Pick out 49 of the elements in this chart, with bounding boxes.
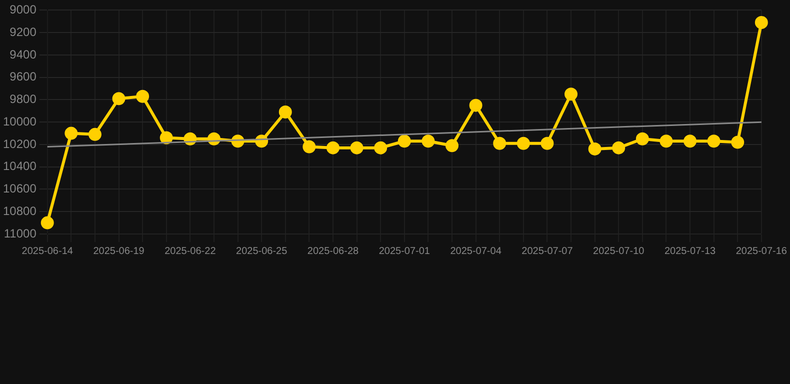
point — [564, 88, 578, 101]
point — [540, 136, 554, 150]
y-tick-label: 9400 — [10, 47, 37, 62]
point — [731, 136, 744, 149]
point — [707, 134, 720, 148]
point — [684, 134, 697, 148]
point — [469, 98, 482, 112]
y-tick-label: 9000 — [10, 2, 37, 17]
y-tick-label: 11000 — [4, 226, 37, 240]
y-tick-label: 9600 — [10, 70, 37, 84]
point — [302, 140, 316, 154]
x-tick-label: 2025-07-10 — [593, 246, 645, 257]
y-tick-label: 9200 — [10, 24, 37, 39]
point — [88, 128, 102, 141]
point — [612, 141, 626, 154]
point — [64, 126, 78, 140]
x-tick-label: 2025-06-14 — [22, 246, 74, 257]
point — [350, 141, 364, 154]
x-tick-label: 2025-07-16 — [736, 246, 788, 257]
y-tick-label: 10000 — [2, 114, 37, 128]
x-tick-label: 2025-07-07 — [522, 246, 574, 257]
x-tick-label: 2025-06-25 — [236, 246, 288, 257]
point — [374, 141, 388, 154]
point — [422, 134, 435, 148]
x-tick-label: 2025-07-04 — [450, 246, 502, 257]
point — [160, 131, 173, 144]
point — [40, 216, 54, 230]
x-tick-label: 2025-07-13 — [664, 246, 716, 257]
x-tick-label: 2025-07-01 — [378, 246, 430, 257]
point — [754, 16, 768, 30]
x-tick-label: 2025-06-19 — [93, 246, 145, 257]
x-tick-label: 2025-06-22 — [164, 246, 216, 257]
x-tick-label: 2025-06-28 — [307, 246, 360, 257]
point — [636, 132, 649, 146]
point — [136, 90, 150, 103]
y-tick-label: 10400 — [2, 159, 37, 174]
point — [493, 136, 506, 150]
point — [588, 142, 602, 156]
y-tick-label: 10800 — [2, 204, 37, 218]
point — [398, 134, 411, 148]
y-tick-label: 10600 — [2, 182, 37, 196]
point — [516, 136, 530, 150]
point — [278, 106, 292, 119]
point — [446, 139, 458, 152]
point — [326, 141, 340, 154]
y-tick-label: 9800 — [10, 92, 37, 106]
point — [660, 134, 673, 148]
point — [112, 92, 126, 106]
y-tick-label: 10200 — [2, 136, 37, 151]
